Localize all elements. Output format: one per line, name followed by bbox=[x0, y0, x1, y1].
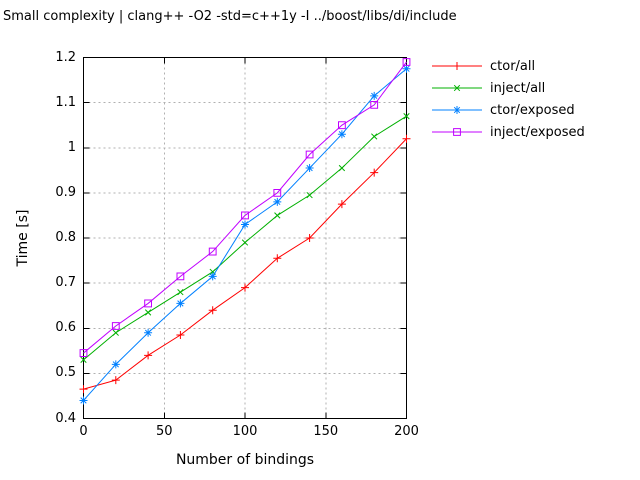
data-point-asterisk-icon bbox=[402, 64, 411, 73]
legend-sample-line bbox=[432, 106, 482, 114]
legend-item-label: ctor/exposed bbox=[490, 102, 575, 118]
x-tick-label: 50 bbox=[155, 424, 173, 439]
data-point-plus-icon bbox=[208, 306, 217, 315]
data-point-asterisk-icon bbox=[79, 396, 88, 405]
chart-title: Small complexity | clang++ -O2 -std=c++1… bbox=[3, 9, 457, 24]
y-axis-label: Time [s] bbox=[15, 209, 31, 267]
legend-plus-icon bbox=[453, 62, 461, 70]
data-point-cross-icon bbox=[274, 212, 281, 219]
data-point-asterisk-icon bbox=[305, 164, 314, 173]
data-point-plus-icon bbox=[402, 134, 411, 143]
data-point-plus-icon bbox=[241, 283, 249, 292]
series-line-inject-exposed bbox=[83, 61, 407, 354]
legend-item-label: inject/all bbox=[490, 80, 546, 96]
x-tick-label: 150 bbox=[313, 424, 339, 439]
data-point-cross-icon bbox=[241, 239, 249, 246]
legend-sample-line bbox=[432, 84, 482, 92]
y-tick-label: 0.8 bbox=[55, 230, 76, 245]
data-point-asterisk-icon bbox=[111, 360, 120, 369]
y-tick-label: 1.1 bbox=[55, 94, 76, 110]
y-tick-label: 1.2 bbox=[55, 49, 76, 65]
legend-item-label: inject/exposed bbox=[490, 124, 585, 140]
data-point-plus-icon bbox=[144, 351, 153, 360]
data-point-cross-icon bbox=[371, 133, 378, 140]
data-point-asterisk-icon bbox=[370, 91, 379, 100]
data-point-square-open-icon bbox=[208, 247, 217, 256]
data-point-plus-icon bbox=[273, 254, 282, 263]
legend-asterisk-icon bbox=[453, 106, 461, 114]
x-tick-label: 200 bbox=[394, 424, 419, 439]
legend-item-inject-all: inject/all bbox=[431, 77, 585, 99]
legend-sample-line bbox=[432, 128, 482, 136]
data-point-square-open-icon bbox=[241, 211, 249, 220]
data-point-cross-icon bbox=[112, 329, 119, 336]
y-tick-label: 0.5 bbox=[55, 365, 76, 381]
data-point-square-open-icon bbox=[111, 322, 120, 330]
data-point-square-open-icon bbox=[176, 272, 185, 281]
x-tick-label: 100 bbox=[232, 424, 258, 439]
data-point-asterisk-icon bbox=[208, 272, 217, 281]
data-point-square-open-icon bbox=[79, 349, 88, 357]
data-point-cross-icon bbox=[144, 309, 152, 316]
data-point-square-open-icon bbox=[305, 150, 314, 159]
data-point-plus-icon bbox=[176, 331, 185, 340]
data-point-plus-icon bbox=[79, 385, 88, 394]
legend-item-ctor-exposed: ctor/exposed bbox=[431, 99, 585, 121]
data-point-asterisk-icon bbox=[176, 299, 185, 308]
data-point-asterisk-icon bbox=[241, 220, 249, 229]
y-tick-label: 0.9 bbox=[55, 184, 76, 200]
x-tick-label: 0 bbox=[79, 424, 88, 439]
data-point-plus-icon bbox=[305, 234, 314, 242]
x-axis-label: Number of bindings bbox=[175, 452, 315, 468]
data-point-plus-icon bbox=[337, 200, 346, 209]
legend: ctor/all inject/all ctor/exposed inject/exp… bbox=[431, 55, 585, 143]
data-point-square-open-icon bbox=[338, 121, 346, 130]
legend-item-label: ctor/all bbox=[490, 58, 536, 74]
legend-sample-line bbox=[432, 62, 482, 70]
legend-item-ctor-all: ctor/all bbox=[431, 55, 585, 77]
y-tick-label: 1 bbox=[67, 139, 76, 155]
data-point-cross-icon bbox=[80, 356, 87, 363]
y-tick-label: 0.6 bbox=[55, 320, 76, 336]
data-point-square-open-icon bbox=[370, 100, 379, 109]
data-point-cross-icon bbox=[306, 191, 313, 199]
data-point-asterisk-icon bbox=[273, 197, 282, 206]
data-point-plus-icon bbox=[370, 168, 379, 177]
legend-cross-icon bbox=[453, 84, 461, 92]
data-point-cross-icon bbox=[177, 288, 184, 296]
y-tick-label: 0.4 bbox=[55, 410, 76, 426]
y-tick-label: 0.7 bbox=[55, 275, 76, 291]
data-point-cross-icon bbox=[338, 164, 346, 172]
legend-item-inject-exposed: inject/exposed bbox=[431, 121, 585, 143]
data-point-square-open-icon bbox=[273, 188, 282, 197]
data-point-square-open-icon bbox=[402, 58, 411, 66]
data-point-asterisk-icon bbox=[337, 130, 346, 139]
data-point-square-open-icon bbox=[144, 299, 152, 308]
data-point-asterisk-icon bbox=[144, 328, 153, 337]
data-point-plus-icon bbox=[111, 376, 120, 385]
legend-square-open-icon bbox=[453, 128, 461, 136]
data-point-cross-icon bbox=[403, 113, 410, 120]
